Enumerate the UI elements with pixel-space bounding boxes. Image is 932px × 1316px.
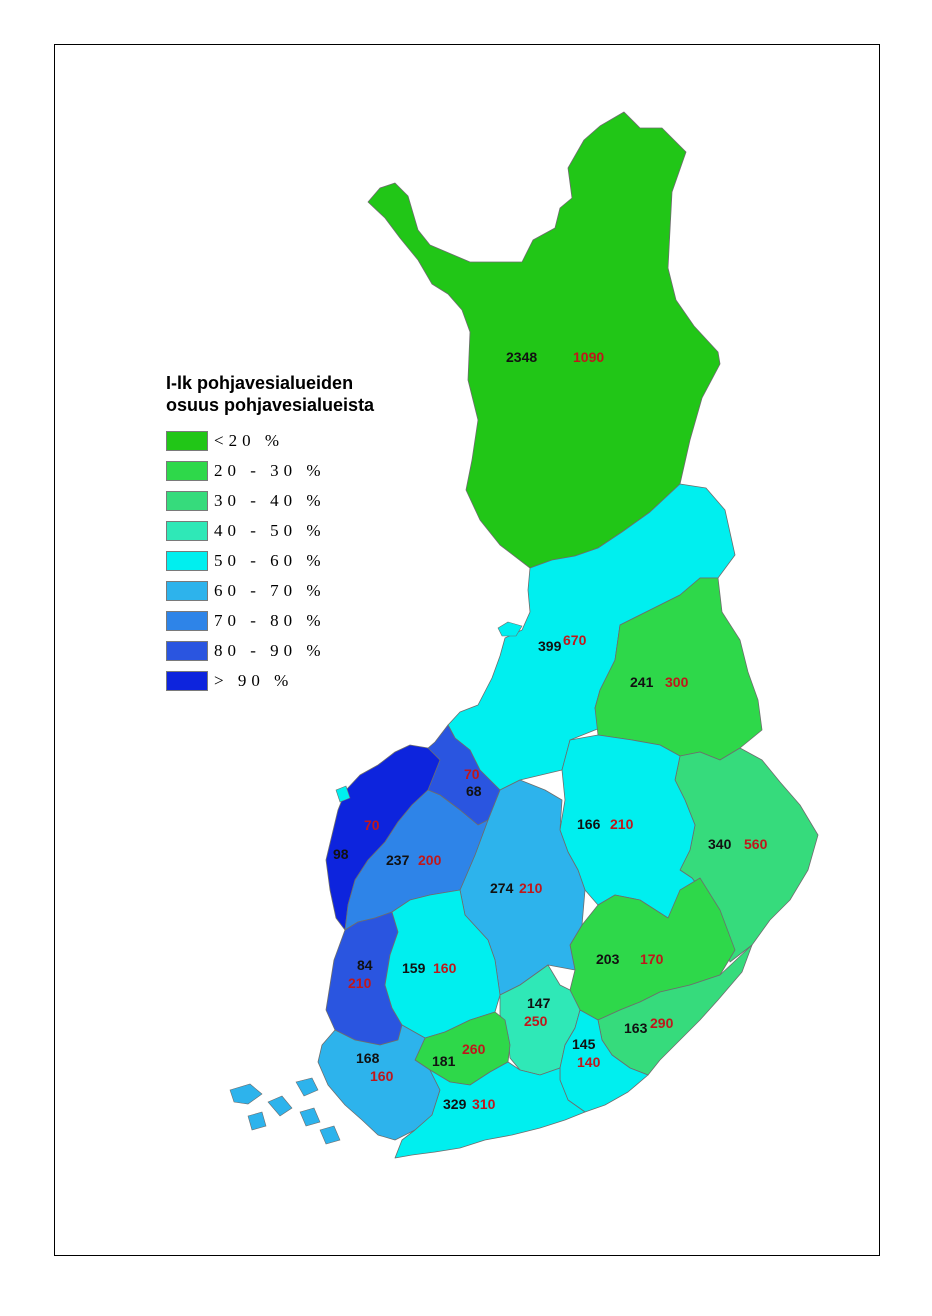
label-red-uusimaa: 310 — [472, 1096, 496, 1112]
legend-item: 40 - 50 % — [166, 516, 426, 546]
legend-label: 40 - 50 % — [214, 521, 326, 540]
legend-item: 70 - 80 % — [166, 606, 426, 636]
legend-swatch — [166, 671, 208, 691]
legend-swatch — [166, 461, 208, 481]
label-red-kanta-hame: 260 — [462, 1041, 486, 1057]
legend-item: 60 - 70 % — [166, 576, 426, 606]
label-black-kymenlaakso: 145 — [572, 1036, 596, 1052]
label-red-satakunta: 210 — [348, 975, 372, 991]
legend-label: <20 % — [214, 431, 284, 450]
legend-swatch — [166, 431, 208, 451]
legend-swatch — [166, 611, 208, 631]
archipelago-islands — [229, 1077, 341, 1145]
label-black-southern-savonia: 203 — [596, 951, 620, 967]
label-black-uusimaa: 329 — [443, 1096, 467, 1112]
legend-label: 70 - 80 % — [214, 611, 326, 630]
gulf-islands — [335, 621, 523, 803]
label-black-ostrobothnia: 98 — [333, 846, 349, 862]
label-red-south-ostrobothnia: 200 — [418, 852, 442, 868]
label-red-kainuu: 300 — [665, 674, 689, 690]
legend-label: 60 - 70 % — [214, 581, 326, 600]
legend-label: > 90 % — [214, 671, 294, 690]
label-black-central-finland: 274 — [490, 880, 514, 896]
legend-rows: <20 % 20 - 30 % 30 - 40 % 40 - 50 % 50 -… — [166, 426, 426, 696]
label-red-pirkanmaa: 160 — [433, 960, 457, 976]
legend-item: 20 - 30 % — [166, 456, 426, 486]
label-red-central-ostrobothnia: 70 — [464, 766, 480, 782]
region-lapland — [367, 111, 721, 569]
label-black-lapland: 2348 — [506, 349, 537, 365]
legend-label: 80 - 90 % — [214, 641, 326, 660]
label-red-southwest-finland: 160 — [370, 1068, 394, 1084]
legend-item: <20 % — [166, 426, 426, 456]
label-black-northern-savonia: 166 — [577, 816, 601, 832]
label-black-southwest-finland: 168 — [356, 1050, 380, 1066]
legend-item: 80 - 90 % — [166, 636, 426, 666]
legend-title-line-2: osuus pohjavesialueista — [166, 395, 375, 415]
label-black-kainuu: 241 — [630, 674, 654, 690]
label-black-south-ostrobothnia: 237 — [386, 852, 410, 868]
region-kymenlaakso — [559, 1009, 649, 1113]
label-red-northern-ostrobothnia: 670 — [563, 632, 587, 648]
label-red-central-finland: 210 — [519, 880, 543, 896]
legend-swatch — [166, 551, 208, 571]
label-red-north-karelia: 560 — [744, 836, 768, 852]
legend-item: 30 - 40 % — [166, 486, 426, 516]
legend-swatch — [166, 641, 208, 661]
label-red-south-karelia: 290 — [650, 1015, 674, 1031]
legend-title-line-1: I-lk pohjavesialueiden — [166, 373, 354, 393]
label-red-kymenlaakso: 140 — [577, 1054, 601, 1070]
legend-swatch — [166, 521, 208, 541]
map-legend: I-lk pohjavesialueiden osuus pohjavesial… — [166, 372, 426, 696]
label-red-paijat-hame: 250 — [524, 1013, 548, 1029]
label-black-north-karelia: 340 — [708, 836, 732, 852]
label-red-northern-savonia: 210 — [610, 816, 634, 832]
label-red-southern-savonia: 170 — [640, 951, 664, 967]
legend-item: 50 - 60 % — [166, 546, 426, 576]
label-red-ostrobothnia: 70 — [364, 817, 380, 833]
region-uusimaa — [394, 1061, 586, 1159]
legend-title: I-lk pohjavesialueiden osuus pohjavesial… — [166, 372, 426, 416]
legend-label: 20 - 30 % — [214, 461, 326, 480]
legend-swatch — [166, 491, 208, 511]
label-red-lapland: 1090 — [573, 349, 604, 365]
legend-label: 50 - 60 % — [214, 551, 326, 570]
legend-swatch — [166, 581, 208, 601]
label-black-satakunta: 84 — [357, 957, 373, 973]
label-black-paijat-hame: 147 — [527, 995, 551, 1011]
label-black-northern-ostrobothnia: 399 — [538, 638, 562, 654]
legend-item: > 90 % — [166, 666, 426, 696]
legend-label: 30 - 40 % — [214, 491, 326, 510]
label-black-central-ostrobothnia: 68 — [466, 783, 482, 799]
label-black-south-karelia: 163 — [624, 1020, 648, 1036]
label-black-kanta-hame: 181 — [432, 1053, 456, 1069]
label-black-pirkanmaa: 159 — [402, 960, 426, 976]
